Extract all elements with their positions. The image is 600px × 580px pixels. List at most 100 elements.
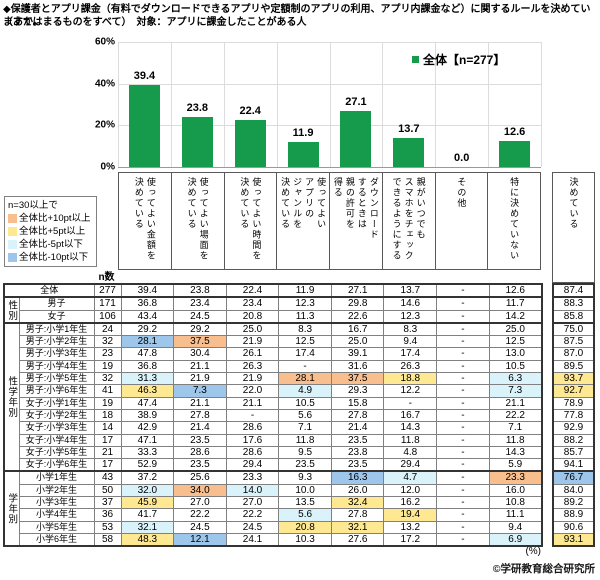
- bar: [393, 138, 425, 167]
- value-cell: 22.6: [330, 309, 385, 324]
- value-cell: -: [436, 347, 490, 361]
- vertical-gridline: [382, 42, 384, 167]
- value-cell: 37.5: [173, 335, 227, 349]
- value-cell: 26.0: [330, 483, 385, 498]
- value-cell: 27.1: [330, 283, 385, 298]
- kimeteiru-value-cell: 87.5: [552, 335, 595, 349]
- kimeteiru-value-cell: 90.6: [552, 520, 595, 534]
- bar-value-label: 0.0: [454, 152, 470, 164]
- value-cell: 12.6: [488, 283, 543, 298]
- value-cell: 23.5: [330, 458, 385, 472]
- value-cell: 12.3: [278, 296, 332, 311]
- note-legend-swatch-icon: [8, 214, 17, 223]
- value-cell: 42.9: [120, 421, 175, 435]
- kimeteiru-value-cell: 89.5: [552, 359, 595, 374]
- value-cell: 21.4: [330, 421, 385, 435]
- kimeteiru-value-cell: 85.7: [552, 445, 595, 460]
- value-cell: 25.0: [330, 335, 385, 349]
- value-cell: 13.2: [383, 520, 438, 534]
- category-label-box: 使ってよい アプリの ジャンルを 決めている: [276, 173, 329, 269]
- table-row: 93.1: [552, 532, 595, 547]
- row-label-cell: 女子:小学1年生: [18, 396, 95, 410]
- value-cell: 37.2: [120, 470, 175, 485]
- vertical-gridline: [118, 42, 119, 167]
- table-row: 女子:小学1年生 19 47.4 21.1 21.1 10.5 15.8- -21.1: [4, 396, 543, 410]
- value-cell: 9.5: [278, 445, 332, 460]
- row-label-cell: 男子: [18, 296, 95, 311]
- category-label: 親がいつでも スマホをチェック できるようにする: [391, 177, 426, 261]
- value-cell: -: [436, 520, 490, 534]
- row-label-cell: 小学4年生: [18, 508, 95, 522]
- table-row: 小学6年生 58 48.3 12.1 24.1 10.3 27.6 17.2-6.9: [4, 532, 543, 547]
- table-row: 女子 106 43.4 24.5 20.8 11.3 22.6 12.3-14.2: [4, 309, 543, 324]
- value-cell: 28.6: [173, 445, 227, 460]
- value-cell: 7.1: [488, 421, 543, 435]
- row-label-cell: 小学2年生: [18, 483, 95, 498]
- row-label-cell: 小学1年生: [18, 470, 95, 485]
- n-cell: 21: [93, 445, 122, 460]
- table-row: 男子:小学5年生 32 31.3 21.9 21.9 28.1 37.5 18.8-6.3: [4, 372, 543, 386]
- value-cell: -: [436, 483, 490, 498]
- value-cell: -: [436, 335, 490, 349]
- value-cell: 20.8: [278, 520, 332, 534]
- value-cell: 29.3: [330, 384, 385, 398]
- kimeteiru-value-cell: 88.2: [552, 433, 595, 447]
- value-cell: 23.5: [330, 433, 385, 447]
- kimeteiru-value-cell: 84.0: [552, 483, 595, 498]
- category-label: 特に決めていない: [509, 177, 520, 261]
- n-cell: 14: [93, 421, 122, 435]
- row-label-cell: 女子:小学6年生: [18, 458, 95, 472]
- value-cell: 14.2: [488, 309, 543, 324]
- value-cell: 28.6: [225, 445, 280, 460]
- vertical-gridline: [435, 42, 437, 167]
- value-cell: 11.8: [488, 433, 543, 447]
- row-label-cell: 男子:小学5年生: [18, 372, 95, 386]
- table-row: 89.5: [552, 359, 595, 374]
- value-cell: 11.8: [278, 433, 332, 447]
- bar: [181, 117, 213, 167]
- value-cell: 32.4: [330, 496, 385, 510]
- page-title-line1: ◆保護者とアプリ課金（有料でダウンロードできるアプリや定額制のアプリの利用、アプ…: [3, 4, 591, 28]
- note-legend-item: 全体比+10pt以上: [8, 212, 94, 225]
- value-cell: 28.1: [120, 335, 175, 349]
- value-cell: 29.4: [225, 458, 280, 472]
- value-cell: 47.4: [120, 396, 175, 410]
- value-cell: 4.9: [278, 384, 332, 398]
- value-cell: 26.3: [383, 359, 438, 374]
- value-cell: 23.5: [278, 458, 332, 472]
- table-row: 90.6: [552, 520, 595, 534]
- value-cell: 32.1: [330, 520, 385, 534]
- bar-value-label: 22.4: [239, 105, 261, 118]
- value-cell: 13.5: [278, 496, 332, 510]
- value-cell: -: [436, 309, 490, 324]
- value-cell: 7.3: [173, 384, 227, 398]
- value-cell: 12.2: [383, 384, 438, 398]
- vertical-gridline: [170, 42, 172, 167]
- kimeteiru-value-cell: 75.0: [552, 321, 595, 337]
- value-cell: 10.8: [488, 496, 543, 510]
- table-row: 88.3: [552, 296, 595, 311]
- table-row: 女子:小学5年生 21 33.3 28.6 28.6 9.5 23.8 4.8-14.3: [4, 445, 543, 460]
- bar-value-label: 11.9: [292, 127, 314, 140]
- value-cell: -: [436, 283, 490, 298]
- bar: [340, 110, 372, 167]
- results-table: 全体 277 39.4 23.8 22.4 11.9 27.1 13.7-12.6 性別 男子 17…: [3, 283, 543, 548]
- value-cell: 21.9: [225, 372, 280, 386]
- value-cell: 37.5: [330, 372, 385, 386]
- y-axis-tick-label: 60%: [94, 36, 115, 48]
- value-cell: 27.0: [225, 496, 280, 510]
- value-cell: 32.0: [120, 483, 175, 498]
- value-cell: 29.2: [173, 321, 227, 337]
- vertical-gridline: [329, 42, 331, 167]
- value-cell: -: [436, 321, 490, 337]
- table-row: 女子:小学3年生 14 42.9 21.4 28.6 7.1 21.4 14.3-7.1: [4, 421, 543, 435]
- kimeteiru-value-cell: 76.7: [552, 470, 595, 485]
- value-cell: -: [436, 470, 490, 485]
- value-cell: 31.6: [330, 359, 385, 374]
- value-cell: 21.1: [173, 396, 227, 410]
- value-cell: 7.1: [278, 421, 332, 435]
- note-legend-item: 全体比-5pt以下: [8, 238, 94, 251]
- value-cell: -: [436, 408, 490, 423]
- value-cell: 36.8: [120, 359, 175, 374]
